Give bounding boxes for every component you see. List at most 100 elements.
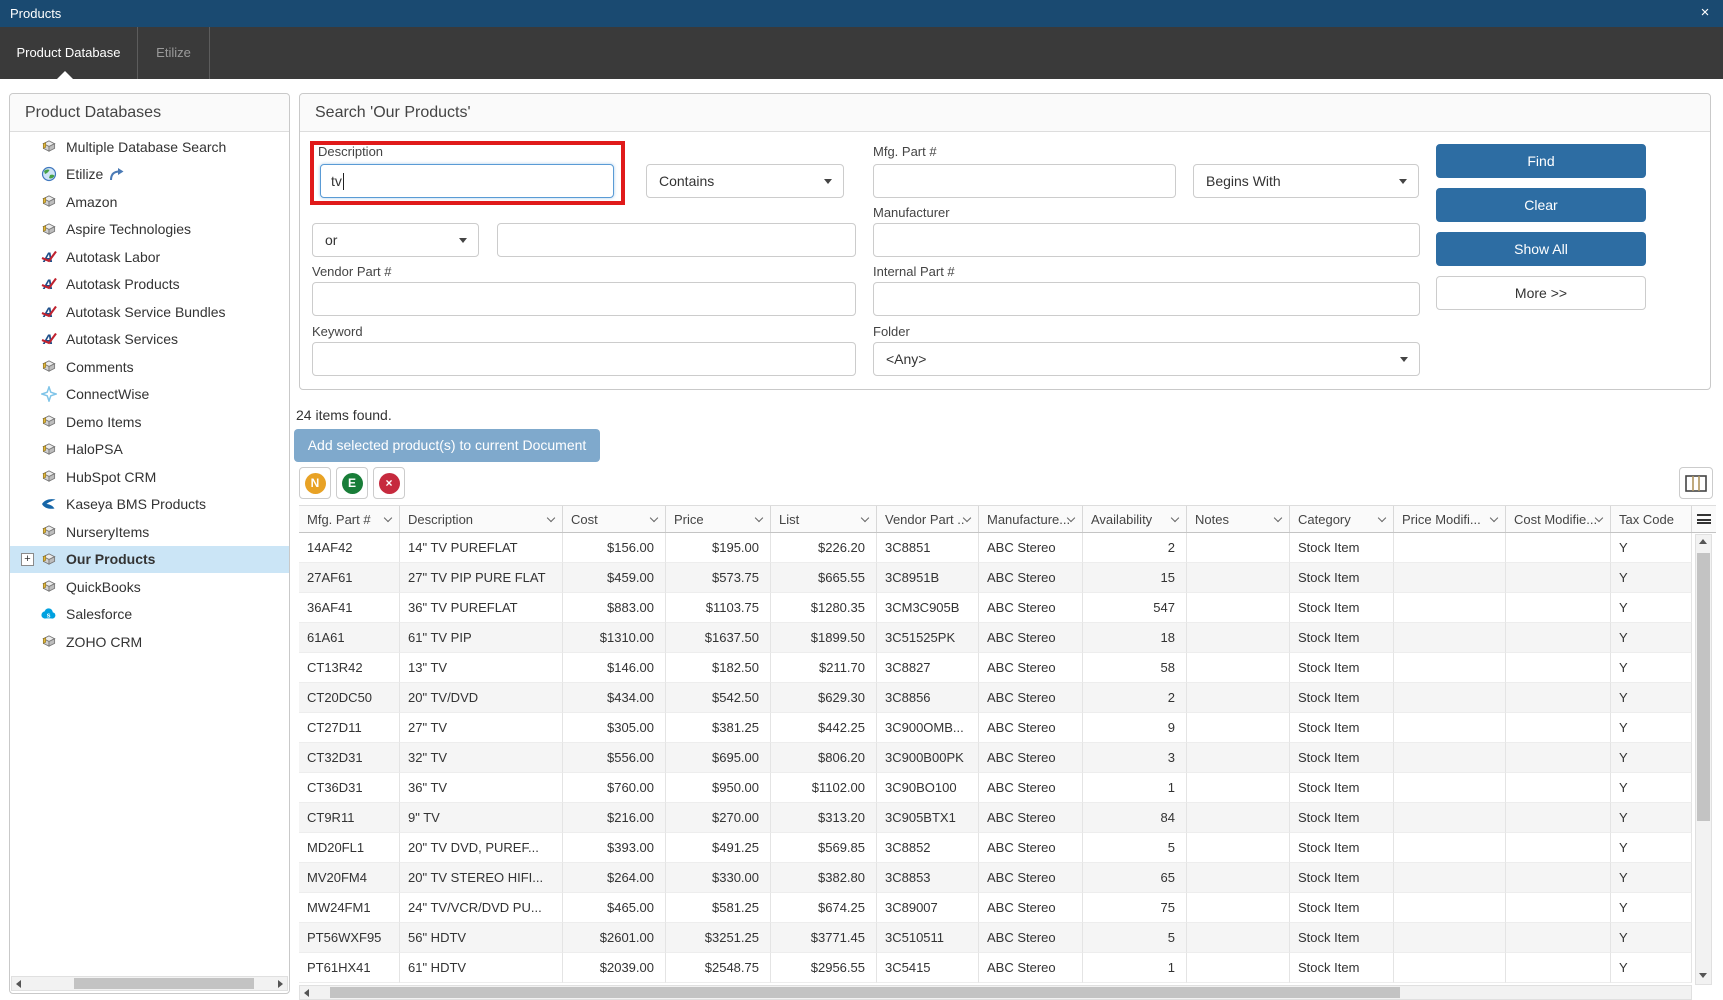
scrollbar-thumb[interactable] bbox=[1697, 553, 1710, 821]
tab-product-database[interactable]: Product Database bbox=[16, 45, 121, 60]
sidebar-item-zoho-crm[interactable]: ZOHO CRM bbox=[10, 628, 289, 656]
clear-button[interactable]: Clear bbox=[1436, 188, 1646, 222]
sidebar-item-halopsa[interactable]: HaloPSA bbox=[10, 436, 289, 464]
sidebar-item-hubspot-crm[interactable]: HubSpot CRM bbox=[10, 463, 289, 491]
table-row[interactable]: PT56WXF95 56" HDTV $2601.00 $3251.25 $3771.4… bbox=[299, 923, 1692, 953]
sidebar-item-multiple-database-search[interactable]: Multiple Database Search bbox=[10, 133, 289, 161]
cell-category: Stock Item bbox=[1290, 953, 1394, 983]
chevron-down-icon bbox=[1399, 179, 1407, 184]
scroll-left-button[interactable] bbox=[12, 977, 27, 990]
autotask-icon: A bbox=[40, 303, 57, 320]
cell-availability: 9 bbox=[1083, 713, 1187, 743]
table-row[interactable]: CT32D31 32" TV $556.00 $695.00 $806.20 3C900B… bbox=[299, 743, 1692, 773]
sidebar-item-our-products[interactable]: + Our Products bbox=[10, 545, 289, 573]
connector-select[interactable]: or bbox=[312, 223, 479, 257]
edit-item-button[interactable]: E bbox=[336, 467, 368, 499]
vendor-part-input[interactable] bbox=[312, 282, 856, 316]
description-input[interactable]: tv bbox=[320, 164, 614, 198]
scroll-right-button[interactable] bbox=[272, 977, 287, 990]
sidebar-hscrollbar[interactable] bbox=[11, 976, 288, 991]
sidebar-item-autotask-products[interactable]: A Autotask Products bbox=[10, 271, 289, 299]
mfg-part-match-select[interactable]: Begins With bbox=[1193, 164, 1419, 198]
cell-tax-code: Y bbox=[1611, 773, 1692, 803]
table-row[interactable]: PT61HX41 61" HDTV $2039.00 $2548.75 $2956.55… bbox=[299, 953, 1692, 983]
column-header-price-modifi[interactable]: Price Modifi... bbox=[1394, 506, 1506, 532]
column-header-cost[interactable]: Cost bbox=[563, 506, 666, 532]
expand-icon[interactable]: + bbox=[21, 552, 34, 566]
new-item-button[interactable]: N bbox=[299, 467, 331, 499]
column-header-tax-code[interactable]: Tax Code bbox=[1611, 506, 1692, 532]
column-header-cost-modifie[interactable]: Cost Modifie... bbox=[1506, 506, 1611, 532]
column-header-mfg-part[interactable]: Mfg. Part # bbox=[299, 506, 400, 532]
table-row[interactable]: CT36D31 36" TV $760.00 $950.00 $1102.00 3C90B… bbox=[299, 773, 1692, 803]
column-header-notes[interactable]: Notes bbox=[1187, 506, 1290, 532]
cell-category: Stock Item bbox=[1290, 713, 1394, 743]
cell-price-modifi bbox=[1394, 593, 1506, 623]
sidebar-item-label: HubSpot CRM bbox=[66, 468, 157, 485]
table-row[interactable]: MV20FM4 20" TV STEREO HIFI... $264.00 $330.… bbox=[299, 863, 1692, 893]
table-row[interactable]: MD20FL1 20" TV DVD, PUREF... $393.00 $491.2… bbox=[299, 833, 1692, 863]
cell-availability: 18 bbox=[1083, 623, 1187, 653]
manufacturer-input[interactable] bbox=[873, 223, 1420, 257]
add-selected-products-button[interactable]: Add selected product(s) to current Docum… bbox=[294, 429, 600, 462]
scrollbar-thumb[interactable] bbox=[330, 987, 1400, 998]
sidebar-item-amazon[interactable]: Amazon bbox=[10, 188, 289, 216]
table-row[interactable]: CT9R11 9" TV $216.00 $270.00 $313.20 3C905BTX… bbox=[299, 803, 1692, 833]
scroll-up-button[interactable] bbox=[1696, 535, 1711, 550]
table-row[interactable]: 36AF41 36" TV PUREFLAT $883.00 $1103.75 $128… bbox=[299, 593, 1692, 623]
sidebar-item-aspire-technologies[interactable]: Aspire Technologies bbox=[10, 216, 289, 244]
cell-manufacture: ABC Stereo bbox=[979, 533, 1083, 563]
sidebar-item-quickbooks[interactable]: QuickBooks bbox=[10, 573, 289, 601]
cell-category: Stock Item bbox=[1290, 743, 1394, 773]
mfg-part-input[interactable] bbox=[873, 164, 1176, 198]
find-button[interactable]: Find bbox=[1436, 144, 1646, 178]
description-match-select[interactable]: Contains bbox=[646, 164, 844, 198]
sidebar-item-salesforce[interactable]: s Salesforce bbox=[10, 601, 289, 629]
column-header-description[interactable]: Description bbox=[400, 506, 563, 532]
extra-term-input[interactable] bbox=[497, 223, 856, 257]
table-row[interactable]: 14AF42 14" TV PUREFLAT $156.00 $195.00 $226.… bbox=[299, 533, 1692, 563]
sidebar-item-autotask-services[interactable]: A Autotask Services bbox=[10, 326, 289, 354]
cell-manufacture: ABC Stereo bbox=[979, 923, 1083, 953]
table-row[interactable]: 61A61 61" TV PIP $1310.00 $1637.50 $1899.50 3… bbox=[299, 623, 1692, 653]
close-icon[interactable]: × bbox=[1700, 4, 1710, 21]
keyword-input[interactable] bbox=[312, 342, 856, 376]
sidebar-item-etilize[interactable]: Etilize bbox=[10, 161, 289, 189]
table-row[interactable]: CT20DC50 20" TV/DVD $434.00 $542.50 $629.30 3… bbox=[299, 683, 1692, 713]
column-header-availability[interactable]: Availability bbox=[1083, 506, 1187, 532]
table-row[interactable]: 27AF61 27" TV PIP PURE FLAT $459.00 $573.75… bbox=[299, 563, 1692, 593]
table-row[interactable]: CT27D11 27" TV $305.00 $381.25 $442.25 3C900O… bbox=[299, 713, 1692, 743]
cell-list: $806.20 bbox=[771, 743, 877, 773]
sidebar-item-connectwise[interactable]: ConnectWise bbox=[10, 381, 289, 409]
table-hscrollbar[interactable] bbox=[299, 985, 1692, 1000]
sidebar-item-nurseryitems[interactable]: NurseryItems bbox=[10, 518, 289, 546]
column-header-price[interactable]: Price bbox=[666, 506, 771, 532]
show-all-button[interactable]: Show All bbox=[1436, 232, 1646, 266]
column-header-category[interactable]: Category bbox=[1290, 506, 1394, 532]
database-icon bbox=[40, 523, 57, 540]
sidebar-item-comments[interactable]: Comments bbox=[10, 353, 289, 381]
more-button[interactable]: More >> bbox=[1436, 276, 1646, 310]
table-row[interactable]: CT13R42 13" TV $146.00 $182.50 $211.70 3C8827… bbox=[299, 653, 1692, 683]
internal-part-input[interactable] bbox=[873, 282, 1420, 316]
delete-item-button[interactable]: × bbox=[373, 467, 405, 499]
tab-etilize[interactable]: Etilize bbox=[156, 45, 191, 60]
column-header-list[interactable]: List bbox=[771, 506, 877, 532]
svg-text:A: A bbox=[42, 304, 53, 320]
scrollbar-thumb[interactable] bbox=[74, 978, 254, 989]
column-header-manufacture[interactable]: Manufacture... bbox=[979, 506, 1083, 532]
table-row[interactable]: MW24FM1 24" TV/VCR/DVD PU... $465.00 $581.2… bbox=[299, 893, 1692, 923]
grid-menu-button[interactable] bbox=[1692, 505, 1716, 533]
table-vscrollbar[interactable] bbox=[1695, 534, 1712, 985]
column-chooser-button[interactable] bbox=[1679, 467, 1713, 499]
sidebar-item-autotask-service-bundles[interactable]: A Autotask Service Bundles bbox=[10, 298, 289, 326]
scroll-left-button[interactable] bbox=[300, 986, 315, 999]
cell-manufacture: ABC Stereo bbox=[979, 773, 1083, 803]
scroll-down-button[interactable] bbox=[1696, 969, 1711, 984]
folder-select[interactable]: <Any> bbox=[873, 342, 1420, 376]
sidebar-item-kaseya-bms-products[interactable]: Kaseya BMS Products bbox=[10, 491, 289, 519]
cell-price-modifi bbox=[1394, 773, 1506, 803]
sidebar-item-demo-items[interactable]: Demo Items bbox=[10, 408, 289, 436]
sidebar-item-autotask-labor[interactable]: A Autotask Labor bbox=[10, 243, 289, 271]
column-header-vendor-part[interactable]: Vendor Part .. bbox=[877, 506, 979, 532]
